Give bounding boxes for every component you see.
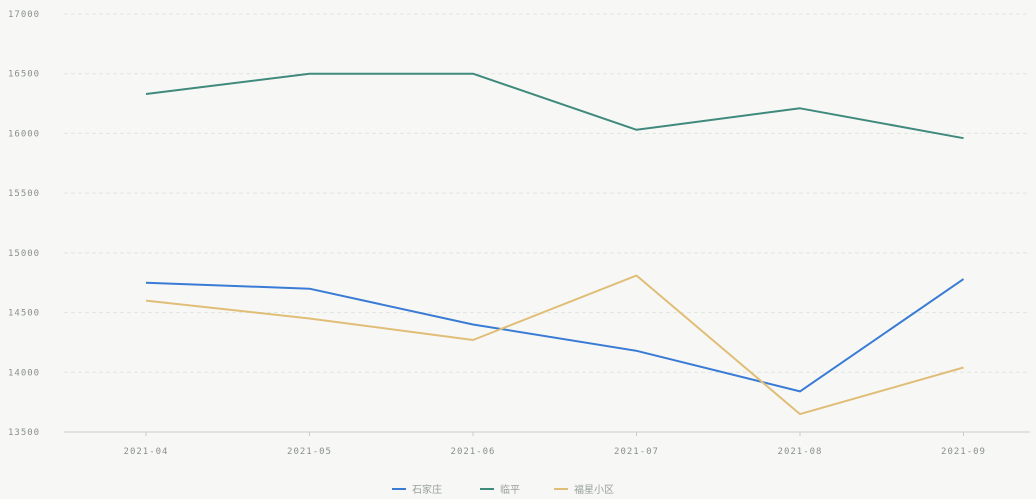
- series-line-0[interactable]: [145, 278, 965, 393]
- series-line-1[interactable]: [145, 72, 964, 140]
- legend[interactable]: 石家庄 临平 福星小区: [392, 483, 614, 496]
- y-tick-label: 15000: [8, 249, 40, 259]
- legend-label[interactable]: 石家庄: [412, 483, 442, 496]
- x-axis: 2021-04 2021-05 2021-06 2021-07 2021-08 2021-…: [124, 432, 986, 457]
- x-tick-label: 2021-05: [287, 447, 332, 457]
- series-lines: [145, 72, 965, 416]
- legend-label[interactable]: 福星小区: [574, 483, 614, 496]
- y-tick-label: 14000: [8, 368, 40, 378]
- x-tick-label: 2021-08: [778, 447, 823, 457]
- x-tick-label: 2021-04: [124, 447, 169, 457]
- y-tick-label: 14500: [8, 309, 40, 319]
- y-tick-label: 15500: [8, 189, 40, 199]
- grid-lines: [64, 13, 1030, 433]
- y-tick-label: 17000: [8, 10, 40, 20]
- y-axis: 13500 14000 14500 15000 15500 16000 16500 17000: [8, 10, 40, 438]
- y-tick-label: 16000: [8, 129, 40, 139]
- legend-label[interactable]: 临平: [500, 483, 520, 496]
- x-tick-label: 2021-06: [451, 447, 496, 457]
- x-tick-label: 2021-09: [941, 447, 986, 457]
- x-tick-label: 2021-07: [614, 447, 659, 457]
- series-line-2[interactable]: [145, 274, 964, 416]
- y-tick-label: 13500: [8, 428, 40, 438]
- y-tick-label: 16500: [8, 70, 40, 80]
